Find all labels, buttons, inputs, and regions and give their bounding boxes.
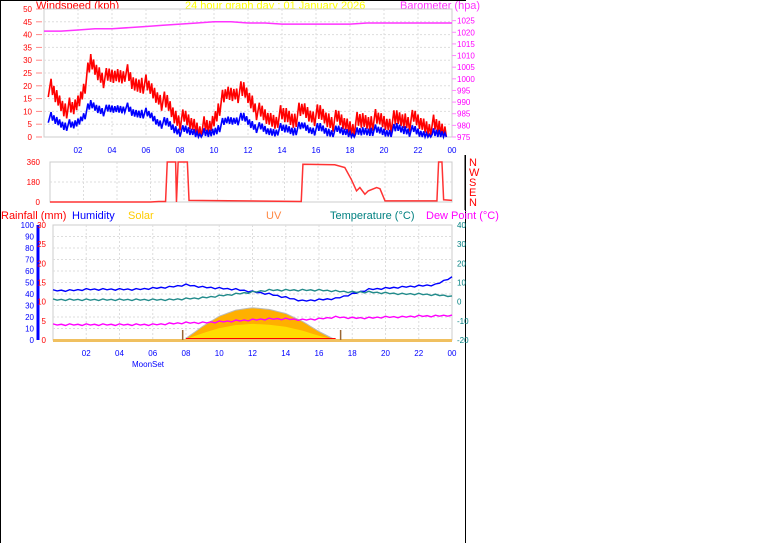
rainfall-label: Rainfall (mm) [1, 210, 66, 222]
barometer-tick-label: 1000 [457, 75, 475, 84]
barometer-tick-label: 990 [457, 98, 471, 107]
barometer-tick-label: 1015 [457, 40, 475, 49]
humidity-tick-label: 40 [25, 290, 34, 299]
rainfall-tick-label: 15 [37, 279, 46, 288]
compass-label: W [469, 167, 480, 179]
rainfall-baseline [53, 339, 452, 342]
moonset-annotation: MoonSet [132, 360, 165, 369]
temperature-label: Temperature (°C) [330, 210, 414, 222]
time-tick-label: 02 [82, 349, 91, 358]
barometer-tick-label: 995 [457, 86, 471, 95]
windspeed-tick-label: 5 [28, 120, 33, 129]
rainfall-tick-label: 30 [37, 221, 46, 230]
barometer-tick-label: 980 [457, 121, 471, 130]
rainfall-tick-label: 10 [37, 298, 46, 307]
temperature-tick-label: 10 [457, 279, 466, 288]
windspeed-tick-label: 35 [23, 43, 32, 52]
top-border [0, 0, 466, 1]
time-tick-label: 00 [448, 146, 457, 155]
dewpoint-label: Dew Point (°C) [426, 210, 499, 222]
time-tick-label: 08 [176, 146, 185, 155]
windspeed-tick-label: 15 [23, 95, 32, 104]
right-border [465, 155, 466, 543]
time-tick-label: 06 [148, 349, 157, 358]
time-tick-label: 10 [210, 146, 219, 155]
time-tick-label: 20 [381, 349, 390, 358]
time-tick-label: 18 [348, 349, 357, 358]
time-tick-label: 00 [448, 349, 457, 358]
temperature-tick-label: -20 [457, 336, 469, 345]
rainfall-tick-label: 25 [37, 240, 46, 249]
barometer-tick-label: 975 [457, 133, 471, 142]
windspeed-tick-label: 30 [23, 56, 32, 65]
compass-label: E [469, 187, 476, 199]
time-tick-label: 18 [346, 146, 355, 155]
temperature-tick-label: -10 [457, 317, 469, 326]
time-tick-label: 02 [74, 146, 83, 155]
dewpoint-line [52, 314, 453, 327]
humidity-tick-label: 30 [25, 302, 34, 311]
temperature-line [52, 288, 453, 302]
time-tick-label: 16 [315, 349, 324, 358]
time-tick-label: 22 [414, 349, 423, 358]
time-tick-label: 04 [108, 146, 117, 155]
time-tick-label: 20 [380, 146, 389, 155]
windspeed-tick-label: 25 [23, 69, 32, 78]
temperature-tick-label: 40 [457, 221, 466, 230]
humidity-tick-label: 0 [30, 336, 35, 345]
humidity-label: Humidity [72, 210, 115, 222]
avg-line [47, 99, 448, 140]
temperature-tick-label: 0 [457, 298, 462, 307]
humidity-tick-label: 60 [25, 267, 34, 276]
temperature-tick-label: 20 [457, 259, 466, 268]
time-tick-label: 06 [142, 146, 151, 155]
time-tick-label: 22 [414, 146, 423, 155]
time-tick-label: 14 [278, 146, 287, 155]
time-tick-label: 16 [312, 146, 321, 155]
compass-label: N [469, 197, 477, 209]
direction-tick-label: 180 [27, 178, 41, 187]
direction-tick-label: 360 [27, 158, 41, 167]
uv-label: UV [266, 210, 282, 222]
barometer-tick-label: 1020 [457, 28, 475, 37]
humidity-tick-label: 90 [25, 233, 34, 242]
time-tick-label: 12 [248, 349, 257, 358]
humidity-tick-label: 100 [21, 221, 35, 230]
humidity-tick-label: 20 [25, 313, 34, 322]
humidity-tick-label: 10 [25, 325, 34, 334]
humidity-tick-label: 70 [25, 256, 34, 265]
rainfall-tick-label: 0 [42, 336, 47, 345]
uv-area [184, 323, 338, 340]
compass-label: S [469, 177, 476, 189]
left-border [0, 0, 1, 543]
windspeed-tick-label: 40 [23, 31, 32, 40]
humidity-tick-label: 50 [25, 279, 34, 288]
compass-label: N [469, 157, 477, 169]
rainfall-tick-label: 5 [42, 317, 47, 326]
barometer-tick-label: 1005 [457, 63, 475, 72]
barometer-tick-label: 985 [457, 110, 471, 119]
baro-line [44, 21, 452, 32]
time-tick-label: 14 [281, 349, 290, 358]
time-tick-label: 12 [244, 146, 253, 155]
direction-tick-label: 0 [36, 198, 41, 207]
barometer-tick-label: 1010 [457, 52, 475, 61]
direction-line [50, 161, 453, 203]
humidity-tick-label: 80 [25, 244, 34, 253]
gust-line [47, 53, 448, 138]
rainfall-tick-label: 20 [37, 259, 46, 268]
temperature-tick-label: 30 [457, 240, 466, 249]
windspeed-tick-label: 45 [23, 18, 32, 27]
windspeed-tick-label: 10 [23, 107, 32, 116]
windspeed-tick-label: 50 [23, 5, 32, 14]
time-tick-label: 04 [115, 349, 124, 358]
time-tick-label: 10 [215, 349, 224, 358]
windspeed-tick-label: 20 [23, 82, 32, 91]
barometer-tick-label: 1025 [457, 17, 475, 26]
windspeed-tick-label: 0 [28, 133, 33, 142]
time-tick-label: 08 [182, 349, 191, 358]
solar-label: Solar [128, 210, 154, 222]
